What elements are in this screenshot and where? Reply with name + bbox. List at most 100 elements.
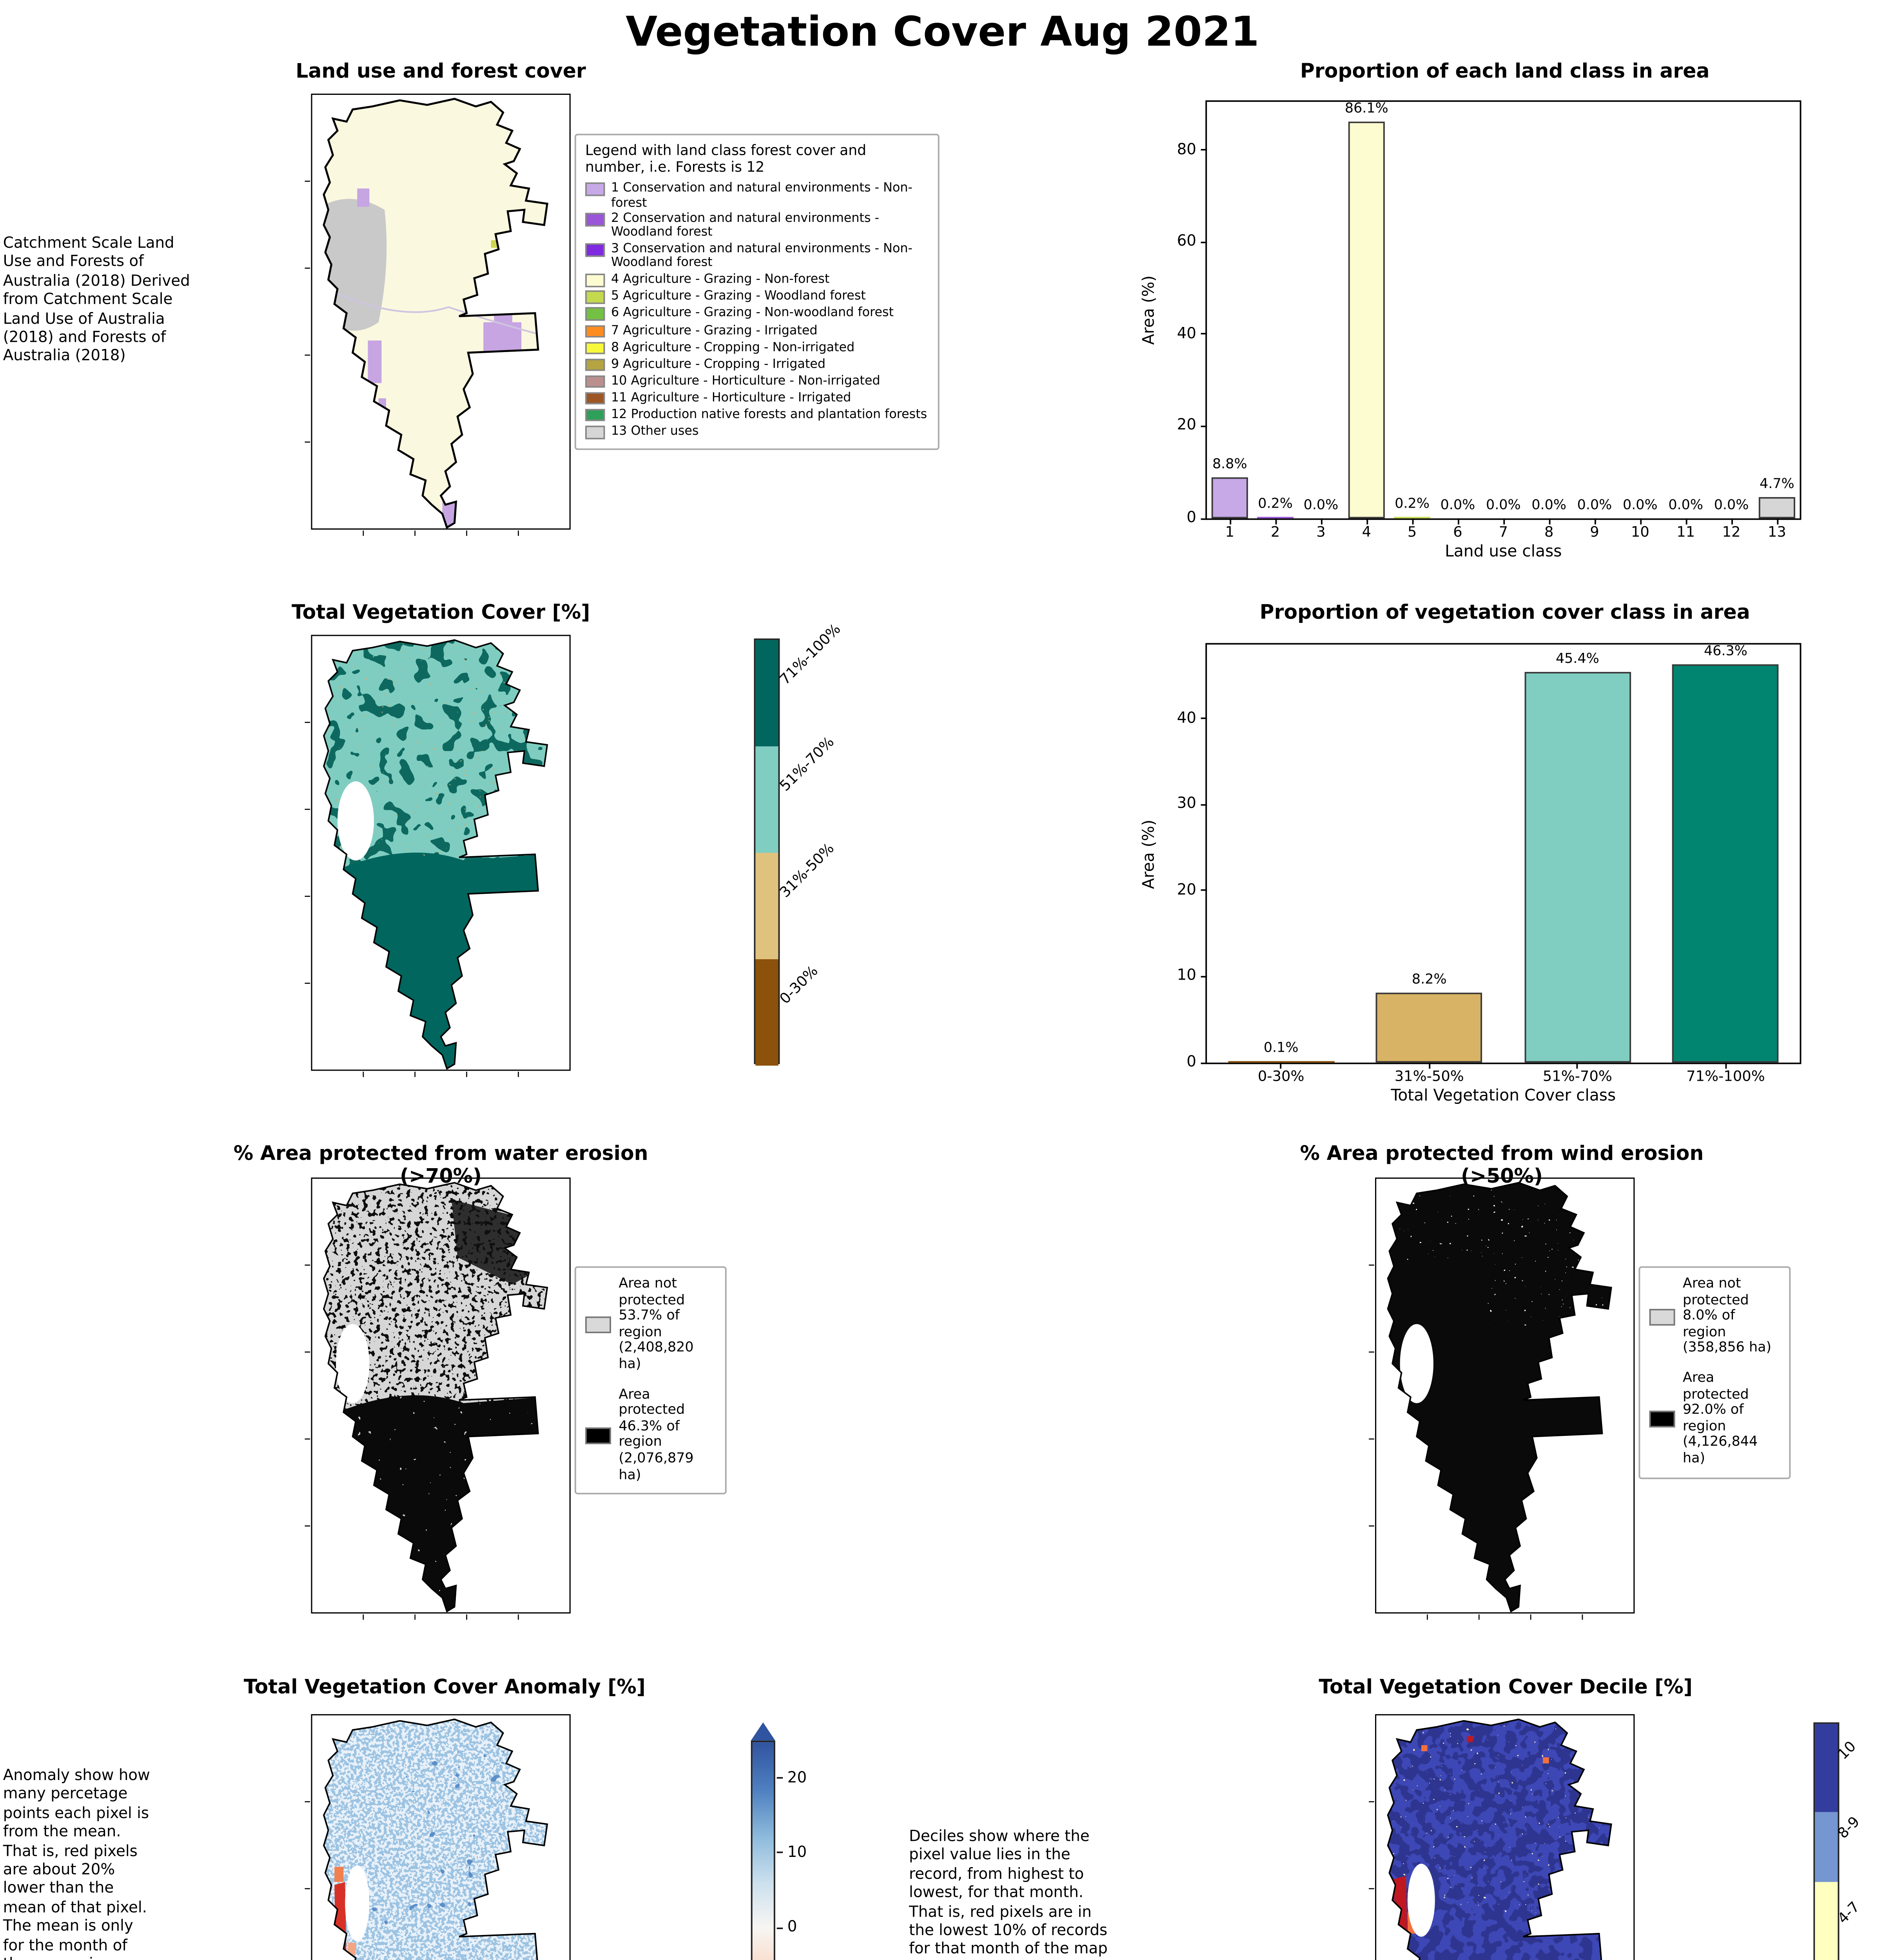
- x-axis-tick-label: 11: [1676, 524, 1695, 541]
- vegcover-map-layers: [324, 643, 548, 1069]
- legend-item: Area protected 92.0% of region (4,126,84…: [1649, 1371, 1780, 1468]
- x-axis-tick-label: 9: [1590, 524, 1599, 541]
- wind-erosion-map: [1369, 1177, 1635, 1620]
- bar-value-label: 0.2%: [1258, 497, 1293, 513]
- legend-item: 11 Agriculture - Horticulture - Irrigate…: [585, 389, 929, 405]
- legend-label: Area not protected 8.0% of region (358,8…: [1682, 1277, 1772, 1357]
- y-axis-tick-label: 0: [1187, 1054, 1196, 1071]
- legend-swatch: [1649, 1411, 1675, 1428]
- y-axis-tick-label: 30: [1177, 796, 1196, 813]
- legend-item: 2 Conservation and natural environments …: [585, 210, 929, 240]
- bar-value-label: 0.1%: [1263, 1042, 1299, 1057]
- legend-swatch: [585, 243, 605, 257]
- y-axis-tick-label: 20: [1177, 418, 1196, 435]
- x-axis-tick-label: 3: [1316, 524, 1326, 541]
- x-axis-tick-label: 2: [1270, 524, 1280, 541]
- legend-label: 3 Conservation and natural environments …: [611, 240, 913, 270]
- legend-item: 5 Agriculture - Grazing - Woodland fores…: [585, 288, 929, 304]
- bar-value-label: 0.0%: [1714, 498, 1749, 514]
- legend-label: 5 Agriculture - Grazing - Woodland fores…: [611, 288, 866, 303]
- colorbar-label: 71%-100%: [777, 621, 845, 689]
- x-axis-label: Total Vegetation Cover class: [1391, 1087, 1616, 1105]
- legend-item: 4 Agriculture - Grazing - Non-forest: [585, 271, 929, 287]
- bar-value-label: 4.7%: [1760, 477, 1794, 492]
- x-axis-tick-label: 8: [1544, 524, 1554, 541]
- legend-item: 10 Agriculture - Horticulture - Non-irri…: [585, 372, 929, 388]
- wind-erosion-layers: [1400, 1193, 1604, 1403]
- x-axis-tick-label: 51%-70%: [1542, 1069, 1612, 1085]
- x-axis-tick: [1457, 518, 1459, 524]
- legend-item: 9 Agriculture - Cropping - Irrigated: [585, 356, 929, 371]
- decile-map-layers: [1388, 1719, 1611, 1960]
- x-axis-tick-label: 71%-100%: [1686, 1069, 1765, 1085]
- legend-item: 12 Production native forests and plantat…: [585, 407, 929, 422]
- legend-swatch: [585, 409, 605, 422]
- bar: [1376, 992, 1483, 1063]
- landuse-map-title: Land use and forest cover: [296, 61, 586, 84]
- bar: [1257, 517, 1293, 519]
- bar-value-label: 0.0%: [1486, 498, 1521, 514]
- colorbar-segment: [755, 853, 778, 960]
- colorbar-label: 4-7: [1835, 1899, 1864, 1928]
- landuse-legend-items: 1 Conservation and natural environments …: [585, 180, 929, 439]
- landclass-chart-title: Proportion of each land class in area: [1300, 61, 1710, 84]
- legend-item: 13 Other uses: [585, 423, 929, 439]
- colorbar-label: 51%-70%: [777, 734, 838, 795]
- legend-swatch: [585, 358, 605, 371]
- legend-item: 8 Agriculture - Cropping - Non-irrigated: [585, 338, 929, 354]
- legend-label: 8 Agriculture - Cropping - Non-irrigated: [611, 338, 855, 354]
- vegclass-chart-plot: 0 10 20 30 40 0.1% 0-30% 8.2% 31%-50% 45.4% 51%-70…: [1140, 643, 1802, 1105]
- legend-swatch: [585, 274, 605, 287]
- legend-swatch: [585, 1427, 611, 1445]
- x-axis-tick: [1725, 1062, 1727, 1069]
- bar-value-label: 0.0%: [1531, 498, 1567, 514]
- colorbar-segment: [1815, 1724, 1838, 1811]
- x-axis-tick: [1274, 518, 1276, 524]
- y-axis-tick: [1201, 1062, 1207, 1063]
- x-axis-tick: [1594, 518, 1595, 524]
- bar-value-label: 0.2%: [1395, 497, 1430, 513]
- colorbar-tick-label: 20: [787, 1769, 807, 1787]
- decile-map-title: Total Vegetation Cover Decile [%]: [1319, 1677, 1693, 1700]
- bar: [1394, 517, 1430, 519]
- y-axis-tick-label: 10: [1177, 968, 1196, 985]
- y-axis-tick: [1201, 889, 1207, 891]
- x-axis-tick: [1502, 518, 1504, 524]
- x-axis-tick-label: 13: [1767, 524, 1786, 541]
- legend-label: Area not protected 53.7% of region (2,40…: [619, 1277, 694, 1373]
- legend-item: Area not protected 53.7% of region (2,40…: [585, 1277, 716, 1374]
- legend-item: 7 Agriculture - Grazing - Irrigated: [585, 322, 929, 338]
- x-axis-tick-label: 5: [1407, 524, 1417, 541]
- x-axis-tick: [1411, 518, 1413, 524]
- x-axis-tick-label: 0-30%: [1257, 1069, 1304, 1085]
- anomaly-map-title: Total Vegetation Cover Anomaly [%]: [243, 1677, 646, 1700]
- legend-item: Area not protected 8.0% of region (358,8…: [1649, 1277, 1780, 1358]
- vegclass-chart-title: Proportion of vegetation cover class in …: [1259, 602, 1750, 625]
- x-axis-tick-label: 10: [1631, 524, 1649, 541]
- x-axis-tick-label: 7: [1499, 524, 1508, 541]
- colorbar-segment: [755, 640, 778, 747]
- water-erosion-legend: Area not protected 53.7% of region (2,40…: [574, 1266, 727, 1495]
- legend-label: 13 Other uses: [611, 423, 699, 438]
- y-axis-label: Area (%): [1140, 818, 1159, 889]
- y-axis-tick: [1201, 517, 1207, 519]
- legend-label: Area protected 92.0% of region (4,126,84…: [1682, 1371, 1758, 1467]
- x-axis-tick: [1776, 518, 1778, 524]
- legend-swatch: [585, 307, 605, 321]
- vegcover-map: [305, 635, 571, 1077]
- colorbar-label: 8-9: [1835, 1813, 1864, 1842]
- bar-value-label: 46.3%: [1704, 644, 1747, 660]
- colorbar-segment: [755, 959, 778, 1066]
- decile-note: Deciles show where the pixel value lies …: [909, 1829, 1108, 1959]
- bar: [1759, 497, 1795, 519]
- landuse-legend: Legend with land class forest cover and …: [574, 134, 940, 450]
- y-axis-tick: [1201, 149, 1207, 151]
- legend-item: Area protected 46.3% of region (2,076,87…: [585, 1387, 716, 1484]
- anomaly-note: Anomaly show how many percetage points e…: [3, 1768, 150, 1960]
- x-axis-tick-label: 12: [1722, 524, 1741, 541]
- colorbar-segment: [1815, 1882, 1838, 1960]
- x-axis-tick-label: 31%-50%: [1394, 1069, 1464, 1085]
- legend-label: 2 Conservation and natural environments …: [611, 210, 879, 240]
- y-axis-tick-label: 20: [1177, 882, 1196, 899]
- y-axis-tick-label: 40: [1177, 326, 1196, 343]
